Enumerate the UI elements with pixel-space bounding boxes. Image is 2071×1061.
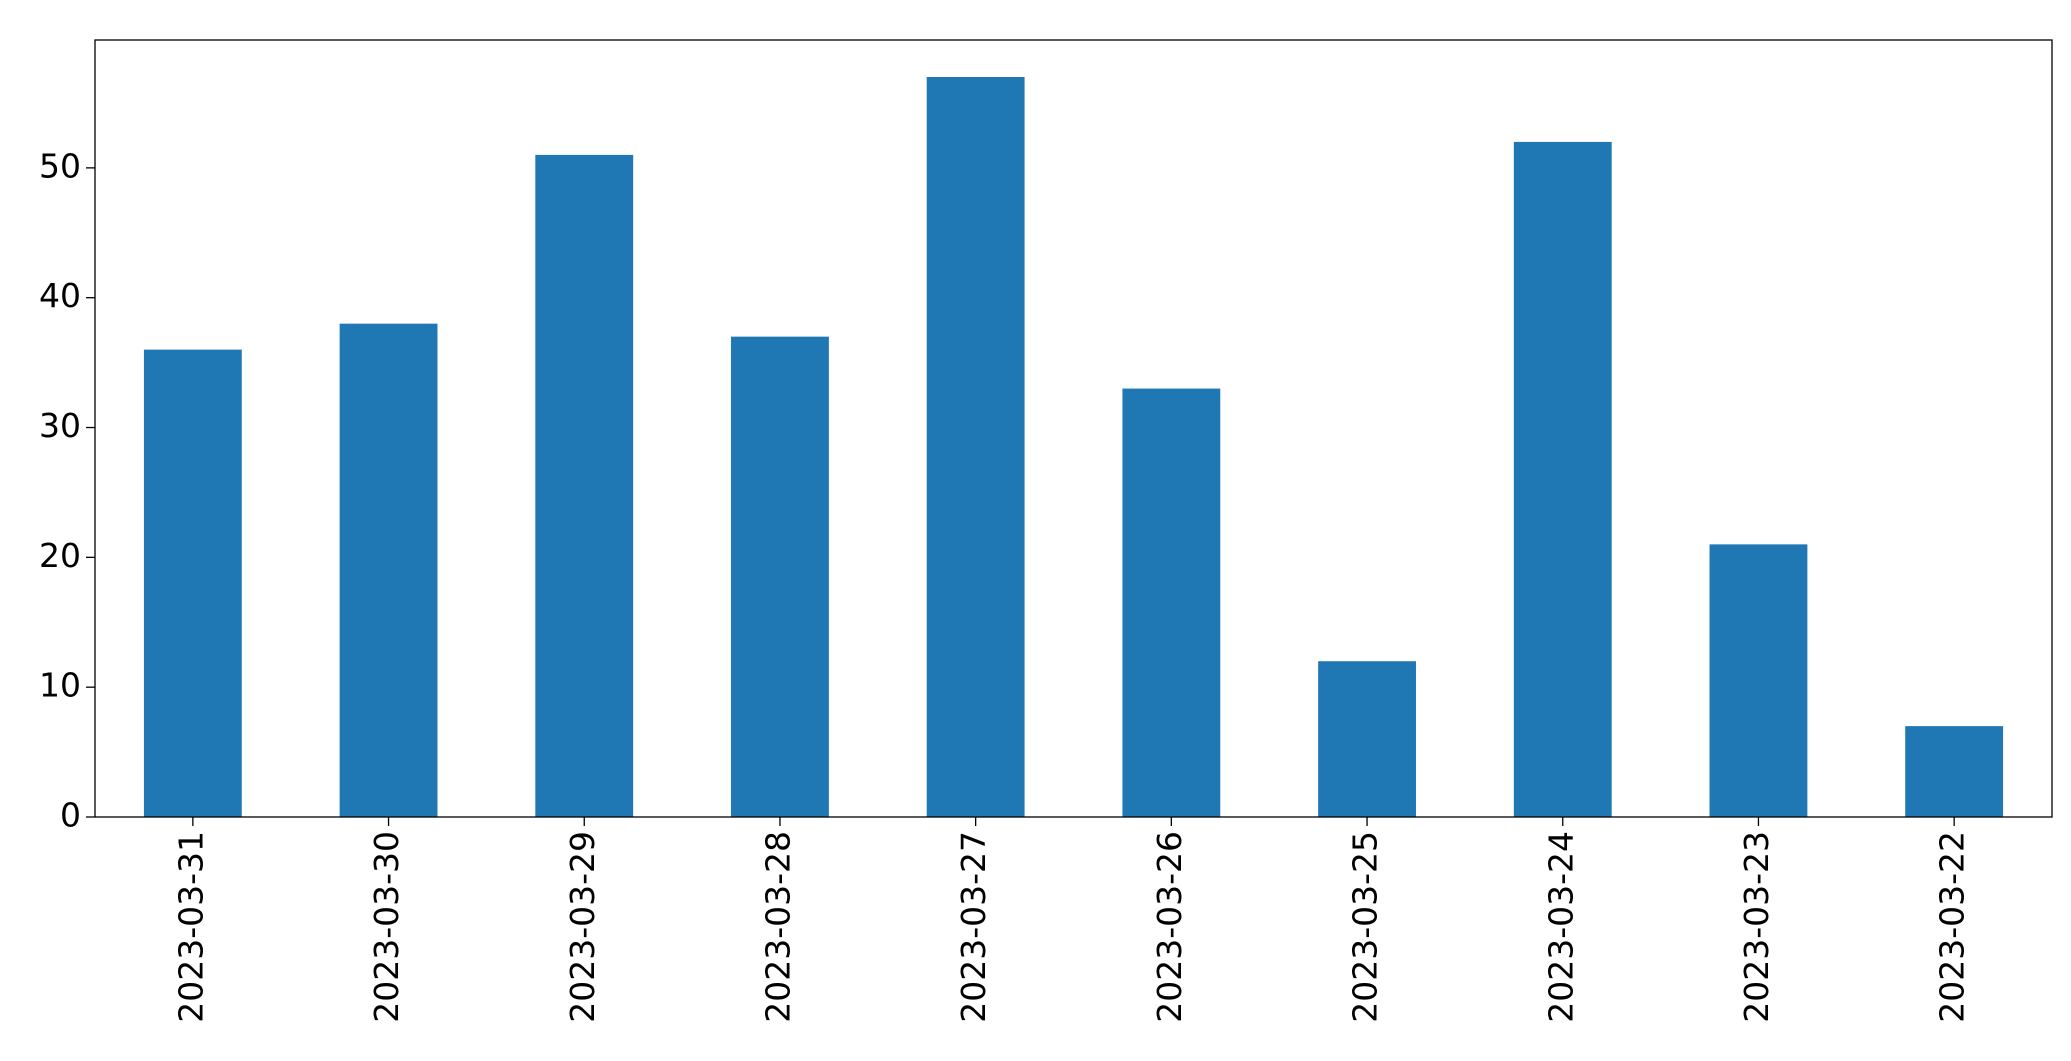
x-tick-label: 2023-03-26 (1150, 831, 1189, 1023)
bar (926, 77, 1025, 817)
x-tick-label: 2023-03-23 (1737, 831, 1776, 1023)
x-tick-label: 2023-03-31 (171, 831, 210, 1023)
y-tick-label: 30 (39, 406, 81, 445)
x-tick-label: 2023-03-24 (1541, 831, 1580, 1023)
bar (1513, 141, 1612, 817)
y-tick-label: 20 (39, 536, 81, 575)
plot-frame (94, 39, 2053, 818)
x-tick-label: 2023-03-25 (1346, 831, 1385, 1023)
bar (1905, 726, 2004, 817)
x-tick-label: 2023-03-29 (563, 831, 602, 1023)
y-tick-label: 10 (39, 666, 81, 705)
y-tick-label: 50 (39, 146, 81, 185)
bar (339, 323, 438, 817)
x-tick-label: 2023-03-27 (954, 831, 993, 1023)
y-tick-label: 0 (60, 796, 81, 835)
bar (1318, 661, 1416, 817)
bar (731, 336, 829, 817)
bar (143, 349, 242, 817)
bar (535, 154, 634, 818)
bar (1709, 544, 1808, 817)
x-tick-label: 2023-03-28 (758, 831, 797, 1023)
x-tick-label: 2023-03-22 (1933, 831, 1972, 1023)
bar (1122, 388, 1221, 817)
x-tick-label: 2023-03-30 (367, 831, 406, 1023)
y-tick-label: 40 (39, 276, 81, 315)
